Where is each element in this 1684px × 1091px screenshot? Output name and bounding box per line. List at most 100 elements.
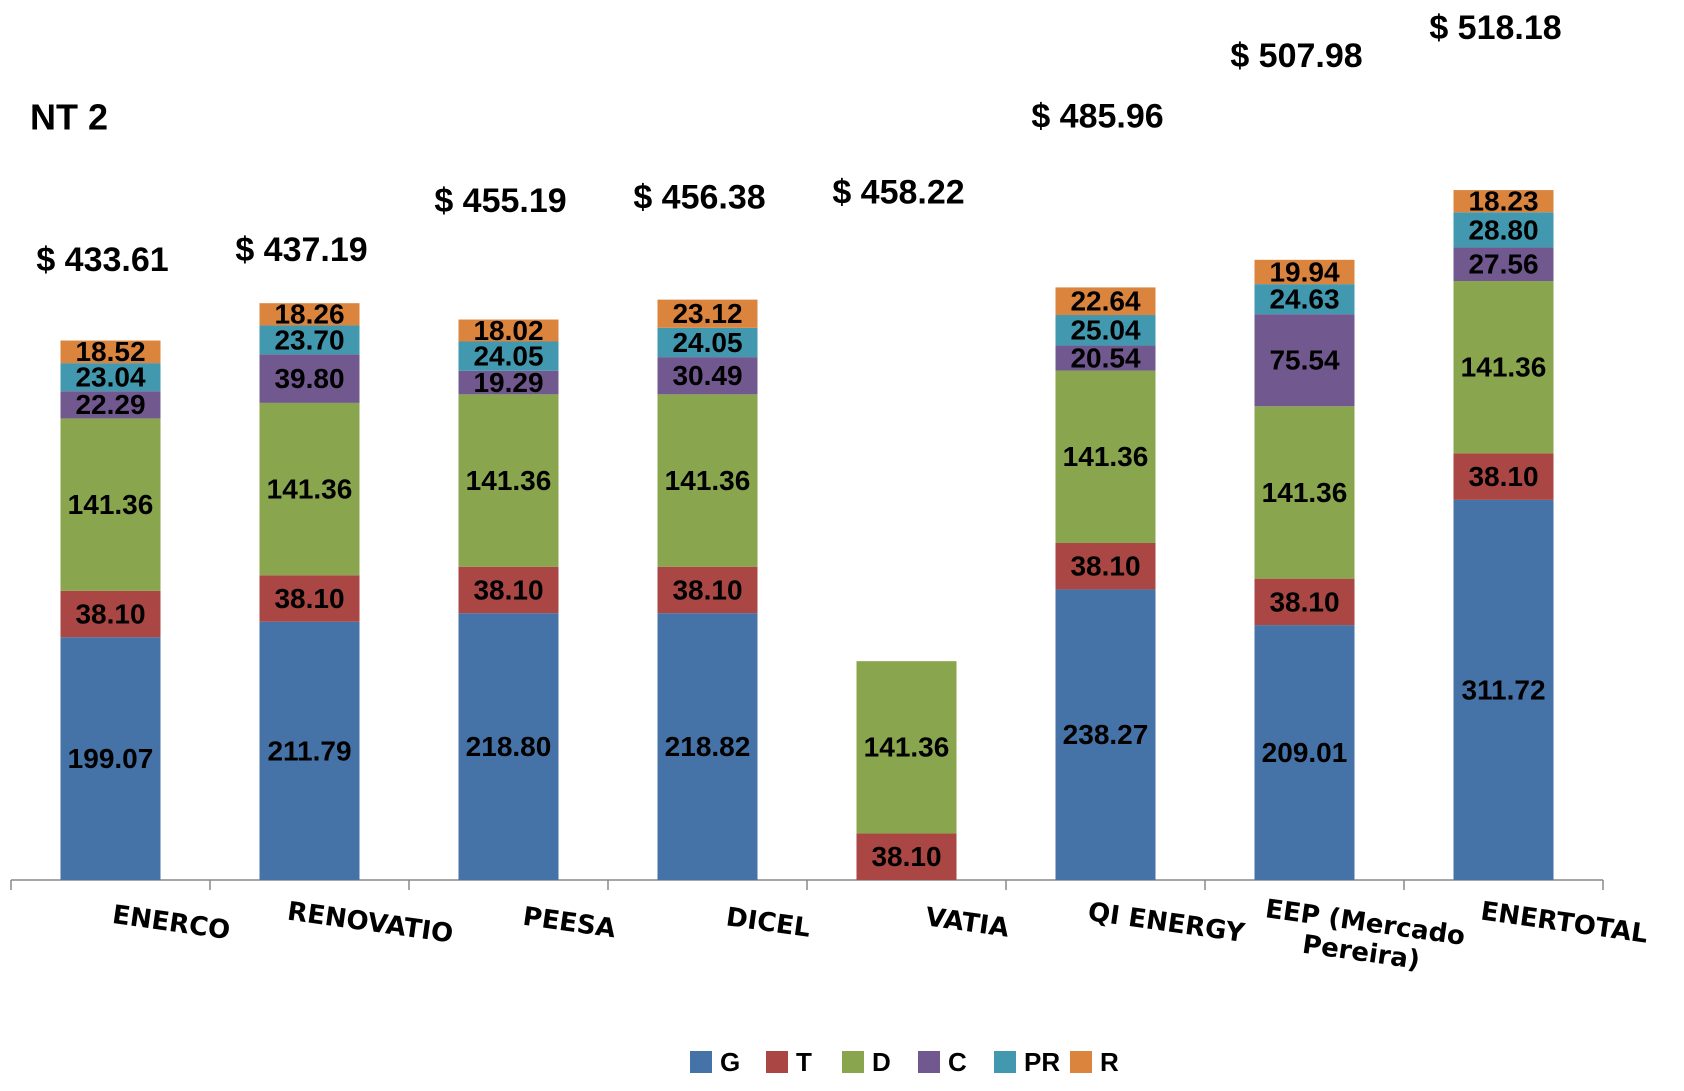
data-label: 38.10 [1269,586,1339,617]
bar-segment [259,575,360,622]
data-label: 38.10 [1468,461,1538,492]
bar-segment [458,370,559,395]
bar-segment [259,303,360,326]
bar-segment [1453,212,1554,248]
bar-segment [1055,589,1156,880]
bar-segment [1453,247,1554,282]
data-label: 211.79 [267,735,351,766]
bar-segment [458,341,559,371]
bar-segment [60,363,161,392]
data-label: 20.54 [1070,342,1140,373]
data-label: 75.54 [1269,345,1339,376]
data-label: 141.36 [864,732,950,763]
data-label: 27.56 [1468,249,1538,280]
chart-title: NT 2 [30,97,108,138]
bar-segment [1254,259,1355,285]
data-label: 28.80 [1468,214,1538,245]
bar-segment [458,319,559,342]
legend-label: R [1100,1047,1119,1077]
bar-segment [1453,281,1554,454]
bar-segment [60,391,161,419]
data-label: 24.63 [1269,284,1339,315]
data-label: 218.82 [665,731,751,762]
bar-segment [1453,453,1554,500]
data-label: 141.36 [665,465,751,496]
data-label: 24.05 [473,341,543,372]
bar-segment [60,418,161,591]
bar-segment [657,357,758,395]
bar-segment [1055,370,1156,543]
bar-segment [1055,315,1156,346]
data-label: 18.26 [274,299,344,330]
data-label: 209.01 [1262,737,1348,768]
bar-segment [657,394,758,567]
bar-segment [458,566,559,614]
data-label: 19.29 [473,367,543,398]
bar-segment [60,590,161,638]
data-label: 141.36 [1262,477,1348,508]
x-tick-label: ENERTOTAL [1478,896,1650,950]
bar-segment [1055,542,1156,590]
bar-segment [1453,190,1554,213]
bar-segment [856,833,957,880]
bar-segment [259,621,360,880]
bar-segment [259,325,360,355]
legend-label: PR [1024,1047,1060,1077]
total-label: $ 433.61 [36,241,168,279]
total-label: $ 456.38 [633,179,765,217]
data-label: 199.07 [68,743,154,774]
legend-swatch [994,1051,1016,1073]
data-label: 18.02 [473,315,543,346]
total-label: $ 437.19 [235,231,367,269]
bar-segment [1055,287,1156,316]
total-label: $ 458.22 [832,173,964,211]
data-label: 23.70 [274,324,344,355]
data-label: 141.36 [466,465,552,496]
legend-label: T [796,1047,812,1077]
legend-swatch [918,1051,940,1073]
data-label: 141.36 [68,489,154,520]
total-label: $ 507.98 [1230,37,1362,75]
data-label: 39.80 [274,363,344,394]
legend-label: C [948,1047,967,1077]
data-label: 30.49 [672,360,742,391]
data-label: 38.10 [75,598,145,629]
bar-segment [1254,314,1355,407]
legend-swatch [842,1051,864,1073]
data-label: 141.36 [267,473,353,504]
legend-swatch [690,1051,712,1073]
bar-segment [1254,578,1355,626]
total-label: $ 485.96 [1031,97,1163,135]
data-label: 238.27 [1063,719,1149,750]
data-label: 22.29 [75,389,145,420]
bar-segment [458,613,559,880]
data-label: 19.94 [1269,256,1339,287]
data-label: 22.64 [1070,286,1140,317]
legend-label: G [720,1047,740,1077]
data-label: 18.23 [1468,186,1538,217]
bar-segment [1254,406,1355,579]
bar-segment [657,299,758,328]
data-label: 311.72 [1461,674,1545,705]
bar-segment [60,340,161,364]
bar-segment [458,394,559,567]
data-label: 38.10 [1070,551,1140,582]
bar-segment [1453,499,1554,880]
bar-segment [856,661,957,834]
data-label: 38.10 [274,583,344,614]
data-label: 25.04 [1070,315,1140,346]
data-label: 141.36 [1063,441,1149,472]
data-label: 141.36 [1461,352,1547,383]
bar-segment [657,613,758,880]
data-label: 23.12 [672,298,742,329]
total-label: $ 518.18 [1429,9,1561,47]
bar-segment [1254,625,1355,880]
data-label: 23.04 [75,362,145,393]
legend-label: D [872,1047,891,1077]
total-label: $ 455.19 [434,182,566,220]
bar-segment [657,566,758,614]
bar-segment [259,402,360,576]
bar-segment [60,637,161,880]
data-label: 18.52 [75,336,145,367]
data-label: 38.10 [871,841,941,872]
